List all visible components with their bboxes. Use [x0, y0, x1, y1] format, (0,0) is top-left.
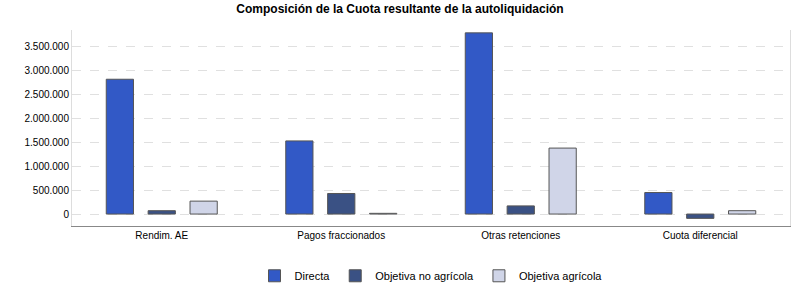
svg-text:Objetiva agrícola: Objetiva agrícola: [519, 270, 602, 282]
svg-text:Pagos fraccionados: Pagos fraccionados: [297, 230, 385, 241]
svg-text:Otras retenciones: Otras retenciones: [481, 230, 560, 241]
svg-text:1.000.000: 1.000.000: [25, 161, 70, 172]
svg-text:3.000.000: 3.000.000: [25, 65, 70, 76]
svg-text:3.500.000: 3.500.000: [25, 41, 70, 52]
svg-text:500.000: 500.000: [33, 185, 70, 196]
svg-text:2.500.000: 2.500.000: [25, 89, 70, 100]
svg-text:Objetiva no agrícola: Objetiva no agrícola: [375, 270, 474, 282]
svg-text:Cuota diferencial: Cuota diferencial: [663, 230, 738, 241]
svg-text:Rendim. AE: Rendim. AE: [135, 230, 188, 241]
svg-text:Composición de la Cuota result: Composición de la Cuota resultante de la…: [236, 2, 563, 16]
svg-text:2.000.000: 2.000.000: [25, 113, 70, 124]
svg-text:0: 0: [63, 209, 69, 220]
svg-text:Directa: Directa: [295, 270, 331, 282]
svg-text:1.500.000: 1.500.000: [25, 137, 70, 148]
